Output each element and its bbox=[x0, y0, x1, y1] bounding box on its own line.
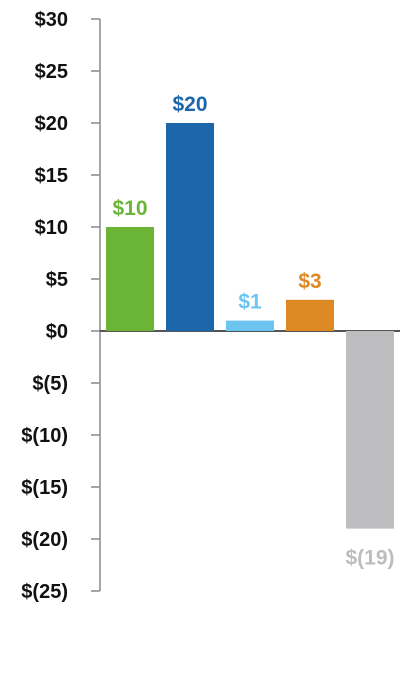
y-tick-label: $(15) bbox=[21, 477, 68, 499]
data-labels: $10 $20 $1 $3 $(19) bbox=[112, 93, 394, 570]
bar bbox=[226, 320, 274, 331]
bar bbox=[106, 227, 154, 331]
bar bbox=[346, 331, 394, 529]
y-tick-label: $5 bbox=[46, 269, 68, 291]
bars bbox=[106, 123, 394, 529]
y-tick-label: $(5) bbox=[32, 373, 68, 395]
y-axis: $30 $25 $20 $15 $10 $5 $0 $(5) $(10) $(15) $(20) $(… bbox=[21, 9, 400, 603]
data-label: $(19) bbox=[345, 547, 394, 570]
y-tick-label: $0 bbox=[46, 321, 68, 343]
bar bbox=[286, 299, 334, 331]
y-tick-label: $(10) bbox=[21, 425, 68, 447]
y-tick-label: $30 bbox=[35, 9, 68, 31]
y-tick-label: $20 bbox=[35, 113, 68, 135]
data-label: $20 bbox=[172, 93, 207, 116]
y-tick-label: $(20) bbox=[21, 529, 68, 551]
y-tick-label: $10 bbox=[35, 217, 68, 239]
data-label: $10 bbox=[112, 197, 147, 220]
y-tick-label: $25 bbox=[35, 61, 68, 83]
bar bbox=[166, 123, 214, 331]
y-tick-label: $15 bbox=[35, 165, 68, 187]
data-label: $3 bbox=[298, 270, 321, 293]
y-tick-label: $(25) bbox=[21, 581, 68, 603]
data-label: $1 bbox=[238, 291, 262, 314]
